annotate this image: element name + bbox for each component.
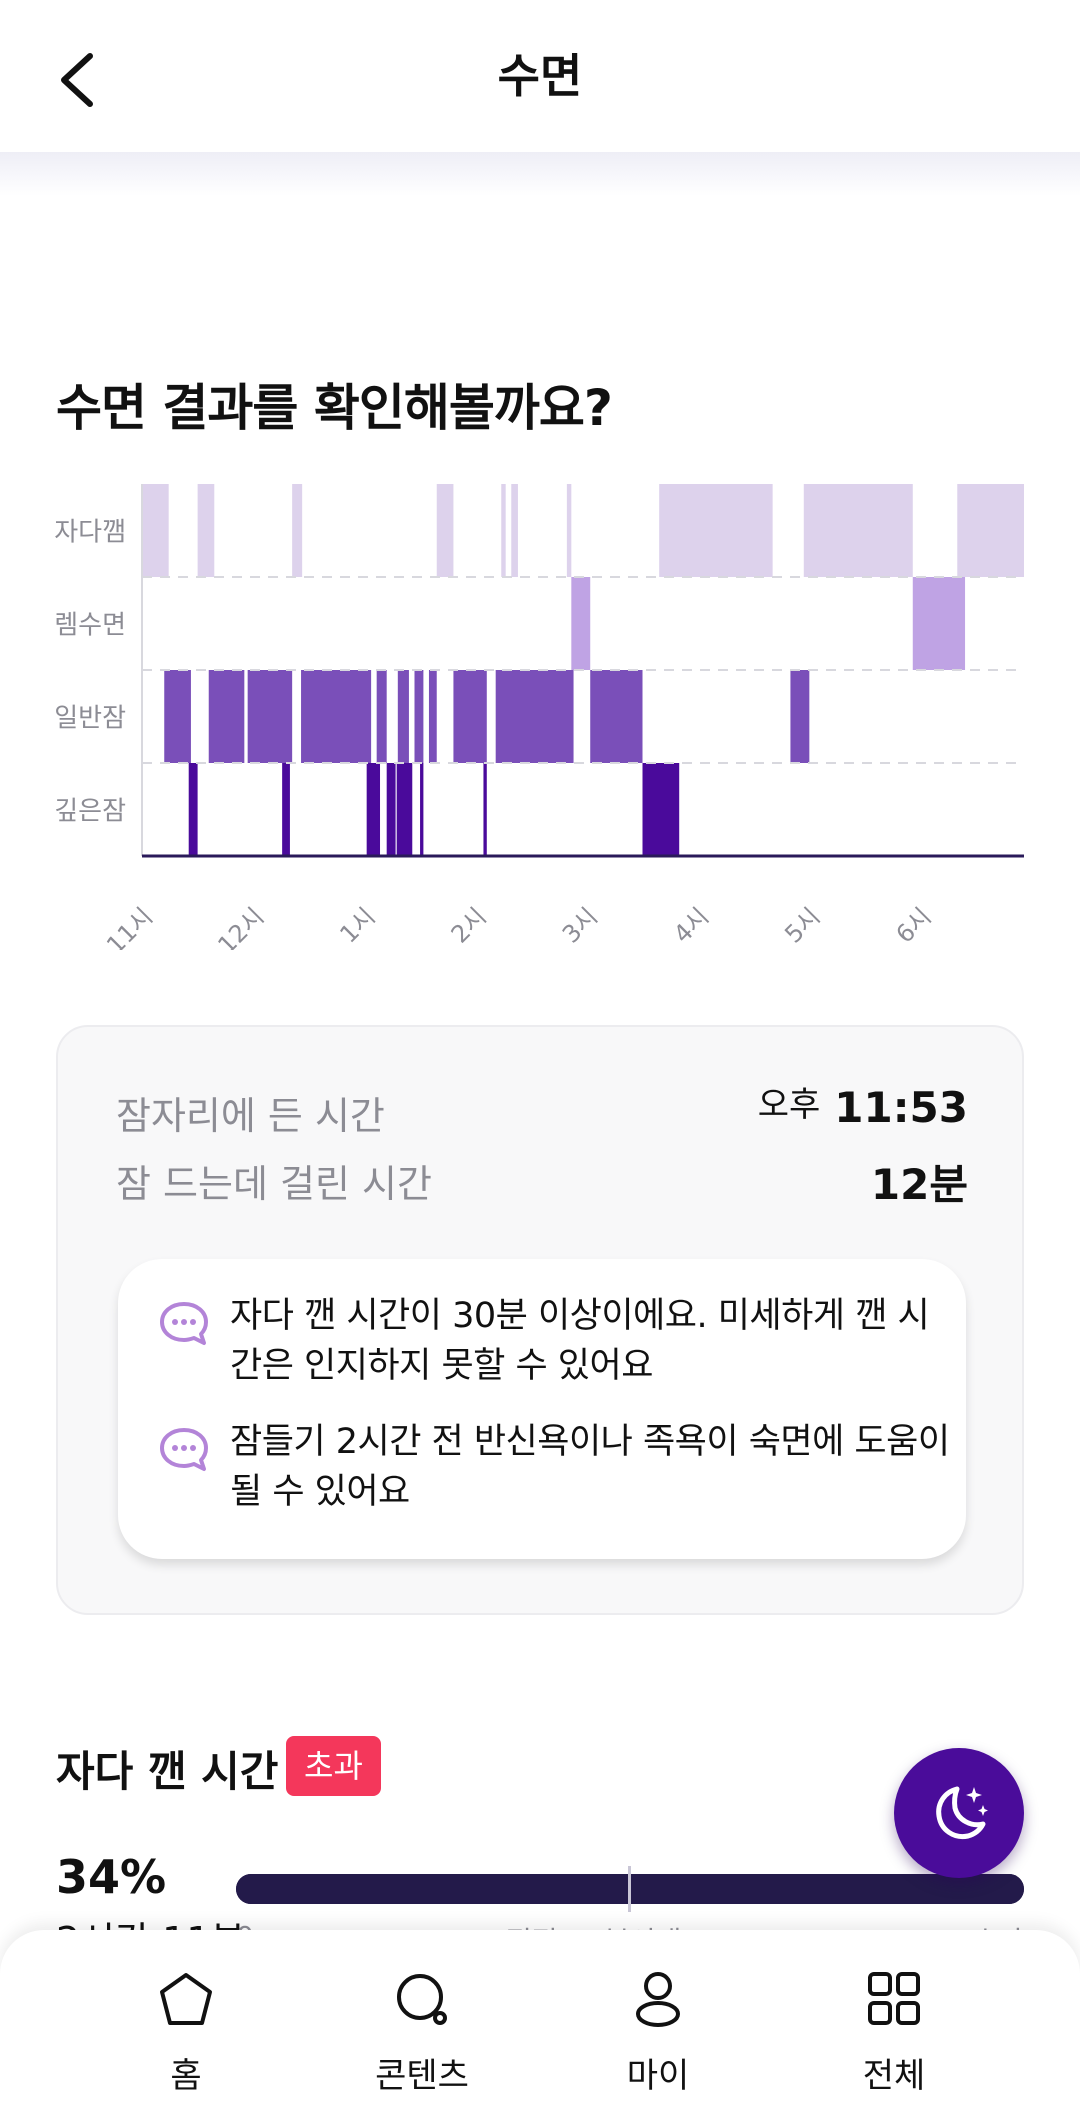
stage-segment — [790, 670, 810, 763]
stage-segment — [188, 763, 198, 856]
tip-text: 잠들기 2시간 전 반신욕이나 족욕이 숙면에 도움이 될 수 있어요 — [230, 1422, 950, 1512]
stage-label: 깊은잠 — [54, 797, 126, 827]
nav-my-label: 마이 — [626, 2056, 690, 2096]
stage-segment — [495, 670, 574, 763]
stage-segment — [386, 763, 396, 856]
stage-segment — [803, 484, 913, 577]
nav-contents[interactable]: 콘텐츠 — [332, 1970, 512, 2110]
awake-percent: 34% — [56, 1850, 167, 1904]
stage-segment — [292, 484, 303, 577]
home-icon — [160, 1973, 212, 2025]
sleep-latency-row: 잠 드는데 걸린 시간 12분 — [116, 1153, 968, 1209]
stage-segment — [396, 763, 413, 856]
stage-segment — [142, 484, 169, 577]
moon-stars-icon — [936, 1786, 988, 1840]
sleep-mode-button[interactable] — [894, 1748, 1024, 1878]
tips-box: 자다 깬 시간이 30분 이상이에요. 미세하게 깬 시간은 인지하지 못할 수… — [118, 1259, 966, 1559]
header: 수면 — [0, 0, 1080, 152]
stage-segment — [414, 670, 424, 763]
awake-progress-bar — [236, 1866, 1024, 1912]
x-tick-label: 5시 — [779, 902, 825, 948]
x-tick-label: 11시 — [101, 902, 158, 950]
awake-section-title: 자다 깬 시간 — [56, 1747, 279, 1796]
person-icon — [636, 1972, 680, 2027]
x-tick-label: 2시 — [446, 902, 492, 948]
chat-bubble-icon — [160, 1428, 208, 1471]
section-title: 수면 결과를 확인해볼까요? — [56, 379, 613, 437]
x-tick-label: 12시 — [212, 902, 269, 950]
x-tick-label: 1시 — [334, 902, 380, 948]
chevron-left-icon — [61, 53, 93, 107]
stage-label: 렘수면 — [54, 611, 126, 641]
nav-my[interactable]: 마이 — [568, 1970, 748, 2110]
x-tick-label: 6시 — [891, 902, 937, 948]
stage-segment — [566, 484, 572, 577]
x-tick-label: 3시 — [557, 902, 603, 948]
stage-segment — [208, 670, 245, 763]
stage-segment — [571, 577, 591, 670]
nav-contents-label: 콘텐츠 — [375, 2056, 469, 2096]
stage-segment — [164, 670, 191, 763]
bedtime-label: 잠자리에 든 시간 — [116, 1094, 385, 1138]
grid-icon — [868, 1972, 920, 2025]
stage-segment — [659, 484, 773, 577]
nav-home[interactable]: 홈 — [96, 1970, 276, 2110]
stage-segment — [483, 763, 487, 856]
stage-segment — [197, 484, 215, 577]
stage-segment — [366, 763, 381, 856]
sleep-info-card: 잠자리에 든 시간 오후 11:53 잠 드는데 걸린 시간 12분 자다 깬 시… — [56, 1025, 1024, 1615]
page-title: 수면 — [497, 49, 583, 103]
x-tick-label: 4시 — [668, 902, 714, 948]
stage-label: 일반잠 — [54, 704, 126, 734]
stage-label: 자다깸 — [54, 518, 126, 548]
bedtime-value: 오후 11:53 — [758, 1083, 968, 1132]
bedtime-row: 잠자리에 든 시간 오후 11:53 — [116, 1083, 968, 1141]
stage-segment — [642, 763, 680, 856]
stage-segment — [420, 763, 424, 856]
stage-segment — [501, 484, 506, 577]
stage-segment — [282, 763, 290, 856]
search-icon — [397, 1974, 447, 2025]
back-button[interactable] — [52, 42, 112, 114]
stage-segment — [453, 670, 487, 763]
header-divider — [0, 152, 1080, 196]
stage-segment — [912, 577, 966, 670]
bottom-navigation: 홈 콘텐츠 마이 전체 — [0, 1930, 1080, 2127]
nav-all-label: 전체 — [862, 2056, 926, 2096]
stage-segment — [376, 670, 387, 763]
chat-bubble-icon — [160, 1302, 208, 1345]
stage-segment — [436, 484, 454, 577]
stage-segment — [590, 670, 643, 763]
stage-segment — [428, 670, 437, 763]
awake-threshold-mark — [628, 1866, 631, 1912]
nav-all[interactable]: 전체 — [804, 1970, 984, 2110]
bedtime-time: 11:53 — [834, 1083, 968, 1132]
stage-segment — [511, 484, 518, 577]
stage-segment — [301, 670, 372, 763]
stage-segment — [397, 670, 409, 763]
sleep-latency-label: 잠 드는데 걸린 시간 — [116, 1162, 432, 1206]
nav-home-label: 홈 — [170, 2056, 202, 2096]
stage-segment — [957, 484, 1024, 577]
bedtime-ampm: 오후 — [757, 1085, 821, 1125]
tip-text: 자다 깬 시간이 30분 이상이에요. 미세하게 깬 시간은 인지하지 못할 수… — [230, 1296, 930, 1386]
stage-segment — [247, 670, 293, 763]
sleep-latency-value: 12분 — [870, 1160, 968, 1209]
status-badge: 초과 — [286, 1736, 381, 1796]
